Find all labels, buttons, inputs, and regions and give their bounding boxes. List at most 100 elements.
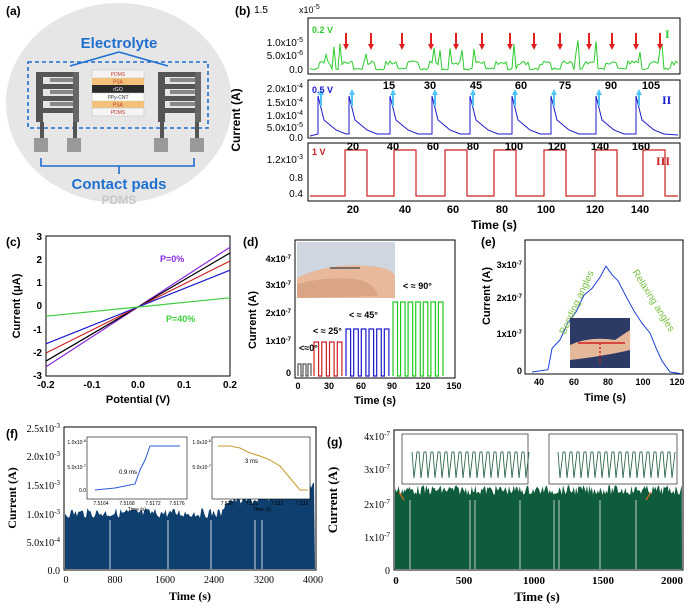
- layer-label-psa-bottom: PSA: [113, 103, 124, 109]
- xtick-g-2: 1000: [523, 575, 546, 587]
- layer-label-pdms-bottom: PDMS: [111, 110, 126, 116]
- arrow-late: [645, 491, 652, 501]
- ytick-b2-3: 5.0x10-5: [267, 122, 303, 134]
- panel-b-letter: (b): [235, 4, 250, 18]
- ytick-e-3: 0: [517, 366, 522, 376]
- electrolyte-region: [27, 61, 209, 129]
- panel-e-letter: (e): [481, 235, 496, 249]
- arrow-head-row1-5: [479, 44, 485, 50]
- ytick-g-1: 3x10-7: [364, 463, 390, 476]
- ytick-e-0: 3x10-7: [497, 260, 523, 270]
- iv-curve-4: [45, 297, 231, 317]
- panel-d-yticks: 4x10-7 3x10-7 2x10-7 1x10-7 0: [266, 254, 292, 378]
- inset1-xtick-2: 7.5172: [145, 501, 161, 507]
- exp-x10-row1: x10-5: [299, 4, 320, 15]
- inset2-fall-time: 3 ms: [245, 459, 258, 465]
- electrolyte-label: Electrolyte: [81, 35, 158, 52]
- panel-c-xticks: -0.2 -0.1 0.0 0.1 0.2: [37, 380, 237, 391]
- pulse-group-1: [313, 341, 343, 377]
- xtick-b1-1: 30: [424, 80, 436, 92]
- panel-d-xlabel: Time (s): [354, 395, 396, 407]
- xtick-f-5: 4000: [303, 575, 323, 586]
- inset1-xtick-0: 7.5164: [93, 501, 109, 507]
- trace-row3: [310, 149, 678, 197]
- xtick-b2-2: 60: [427, 141, 439, 153]
- arrow-head-row2-4: [470, 89, 476, 95]
- panel-b-row1-yticks: 1.5 x10-5 1.0x10-5 5.0x10-6 0.0: [254, 4, 320, 76]
- trace-row2: [309, 95, 679, 137]
- ytick-b3-2: 0.4: [289, 189, 303, 200]
- xtick-b2-7: 160: [632, 141, 650, 153]
- panel-b-row2-frame: [307, 79, 681, 139]
- label-p0: P=0%: [160, 254, 184, 264]
- panel-b-row1-frame: [307, 17, 681, 75]
- panel-g-xticks: 0 500 1000 1500 2000: [393, 575, 683, 587]
- xtick-g-0: 0: [393, 575, 399, 587]
- inset1-curve: [94, 445, 180, 491]
- label-p40: P=40%: [166, 314, 195, 324]
- panel-b-row1-xticks: 15 30 45 60 75 90 105: [383, 80, 660, 92]
- xtick-g-4: 2000: [661, 575, 684, 587]
- xtick-b3-2: 60: [447, 204, 459, 216]
- panel-b-ylabel: Current (A): [229, 88, 243, 151]
- xtick-d-1: 30: [324, 381, 334, 391]
- panel-g-frame: [393, 429, 684, 571]
- arrow-head-row2-5: [512, 89, 518, 95]
- panel-b-row2-series: [309, 89, 679, 137]
- inset2-ytick-top: 1.0x10-6: [192, 438, 211, 446]
- layer-label-pdms-top: PDMS: [111, 72, 126, 78]
- xtick-b3-5: 120: [586, 204, 604, 216]
- xtick-f-3: 2400: [204, 575, 224, 586]
- right-interdigitated-electrode: [154, 72, 204, 152]
- inset2-xticks: 7.530 7.531 7.532 7.533: [221, 501, 309, 507]
- roman-label-i: I: [665, 27, 670, 41]
- panel-f-ylabel: Current (A): [5, 467, 19, 528]
- xtick-b3-6: 140: [631, 204, 649, 216]
- ytick-f-5: 0.0: [48, 566, 61, 577]
- xtick-b1-5: 90: [605, 80, 617, 92]
- xtick-c-4: 0.2: [223, 380, 237, 391]
- layer-label-psa-top: PSA: [113, 80, 124, 86]
- panel-f-letter: (f): [6, 427, 18, 441]
- ytick-b1-2: 5.0x10-6: [267, 50, 303, 62]
- xtick-b2-3: 80: [467, 141, 479, 153]
- exp-label-row1: 1.5: [254, 5, 268, 16]
- ytick-b2-2: 1.0x10-4: [267, 110, 303, 122]
- arrow-head-row1-10: [609, 44, 615, 50]
- panel-f-yticks: 2.5x10-3 2.0x10-3 1.5x10-3 1.0x10-3 5.0x…: [27, 422, 61, 577]
- roman-label-iii: III: [656, 154, 670, 168]
- angle-label-25: < ≈ 25°: [313, 326, 342, 336]
- arrow-head-row1-12: [657, 44, 663, 50]
- inset1-xtick-1: 7.5168: [119, 501, 135, 507]
- trace-g: [395, 485, 682, 569]
- arrow-head-row2-7: [596, 89, 602, 95]
- panel-b-row3-xticks: 20 40 60 80 100 120 140: [347, 204, 649, 216]
- angle-label-90: < ≈ 90°: [403, 281, 432, 291]
- layer-label-ppy-cnt: PPy-CNT: [107, 95, 128, 101]
- pulse-group-3: [392, 301, 444, 377]
- xtick-b2-0: 20: [347, 141, 359, 153]
- ytick-f-1: 2.0x10-3: [27, 450, 61, 463]
- ytick-d-1: 3x10-7: [266, 280, 292, 290]
- panel-c-letter: (c): [6, 235, 21, 249]
- ytick-g-0: 4x10-7: [364, 430, 390, 443]
- inset2-xlabel: Time (s): [253, 507, 271, 513]
- pdms-substrate-label: PDMS: [102, 193, 137, 207]
- panel-g-inset-late: [548, 433, 678, 485]
- left-interdigitated-electrode: [34, 72, 81, 152]
- inset-wave-0: [411, 451, 530, 479]
- relaxing-angles-label: Relaxing angles: [629, 268, 676, 334]
- ytick-b3-0: 1.2x10-3: [267, 154, 303, 166]
- arrow-head-row2-8: [636, 89, 642, 95]
- panel-e-xlabel: Time (s): [584, 392, 626, 404]
- panel-g-trace: [395, 485, 682, 569]
- inset2-ytick-mid: 5.0x10-7: [192, 463, 211, 471]
- xtick-b1-2: 45: [470, 80, 482, 92]
- panel-c-yticks: 3 2 1 0 -1 -2 -3: [33, 232, 42, 382]
- inset2-curve: [218, 445, 308, 491]
- xtick-d-0: 0: [295, 381, 300, 391]
- panel-g-yticks: 4x10-7 3x10-7 2x10-7 1x10-7 0: [364, 430, 390, 577]
- ytick-d-2: 2x10-7: [266, 308, 292, 318]
- xtick-c-0: -0.2: [37, 380, 55, 391]
- trace-f: [65, 472, 315, 569]
